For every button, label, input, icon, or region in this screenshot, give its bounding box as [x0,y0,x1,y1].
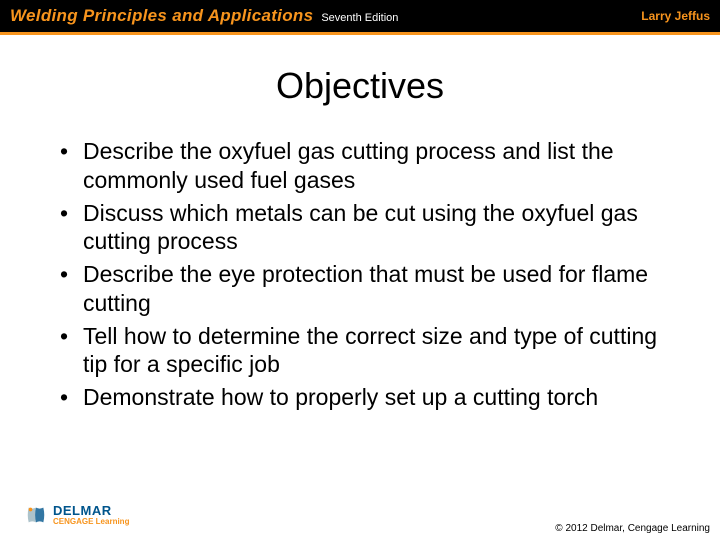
logo-primary: DELMAR [53,504,129,517]
copyright-text: © 2012 Delmar, Cengage Learning [555,523,710,534]
slide-title: Objectives [45,65,675,107]
footer: DELMAR CENGAGE Learning © 2012 Delmar, C… [0,490,720,540]
list-item: Describe the oxyfuel gas cutting process… [55,137,675,195]
logo-secondary: CENGAGE Learning [53,518,129,526]
header-bar: Welding Principles and Applications Seve… [0,0,720,32]
author-name: Larry Jeffus [641,9,710,23]
list-item: Tell how to determine the correct size a… [55,322,675,380]
objectives-list: Describe the oxyfuel gas cutting process… [45,137,675,412]
book-title: Welding Principles and Applications [10,6,313,26]
slide-content: Objectives Describe the oxyfuel gas cutt… [0,35,720,412]
list-item: Discuss which metals can be cut using th… [55,199,675,257]
logo-text: DELMAR CENGAGE Learning [53,504,129,526]
delmar-icon [25,504,47,526]
header-left: Welding Principles and Applications Seve… [10,6,398,26]
publisher-logo: DELMAR CENGAGE Learning [25,504,129,526]
list-item: Demonstrate how to properly set up a cut… [55,383,675,412]
list-item: Describe the eye protection that must be… [55,260,675,318]
edition-label: Seventh Edition [321,12,398,24]
